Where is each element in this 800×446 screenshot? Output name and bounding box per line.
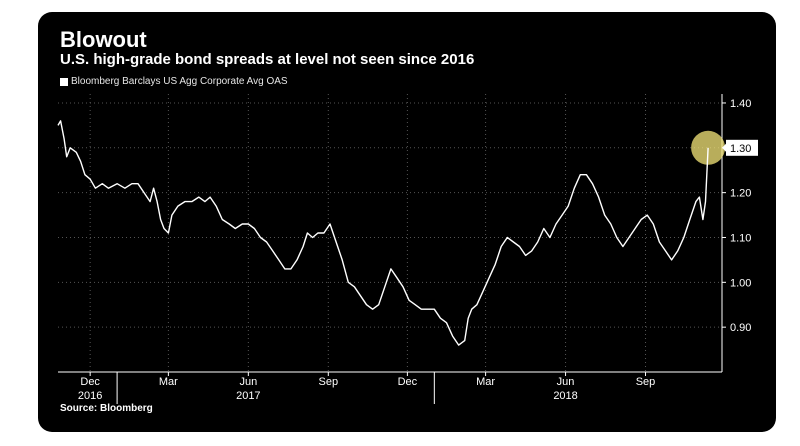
legend-label: Bloomberg Barclays US Agg Corporate Avg … xyxy=(71,76,288,87)
y-tick-label: 1.40 xyxy=(730,98,751,110)
x-tick-label: Mar xyxy=(159,376,178,388)
x-year-label: 2017 xyxy=(236,390,260,402)
source-note: Source: Bloomberg xyxy=(60,403,153,414)
y-tick-label: 1.20 xyxy=(730,188,751,200)
chart-subtitle: U.S. high-grade bond spreads at level no… xyxy=(60,51,475,68)
x-year-label: 2018 xyxy=(553,390,577,402)
x-tick-label: Jun xyxy=(239,376,257,388)
y-tick-label: 1.10 xyxy=(730,232,751,244)
legend-swatch xyxy=(60,77,68,86)
x-tick-label: Sep xyxy=(636,376,656,388)
chart-legend: Bloomberg Barclays US Agg Corporate Avg … xyxy=(60,76,288,87)
x-tick-label: Sep xyxy=(319,376,339,388)
last-value-label: 1.30 xyxy=(730,143,751,155)
last-value-pointer xyxy=(722,142,727,153)
x-tick-label: Jun xyxy=(557,376,575,388)
x-tick-label: Dec xyxy=(398,376,418,388)
x-tick-label: Dec xyxy=(80,376,100,388)
last-value-box xyxy=(726,139,758,156)
series-line xyxy=(57,120,709,346)
x-tick-label: Mar xyxy=(476,376,495,388)
x-year-label: 2016 xyxy=(78,390,102,402)
y-tick-label: 0.90 xyxy=(730,322,751,334)
chart-title: Blowout xyxy=(60,27,147,52)
y-tick-label: 1.00 xyxy=(730,277,751,289)
